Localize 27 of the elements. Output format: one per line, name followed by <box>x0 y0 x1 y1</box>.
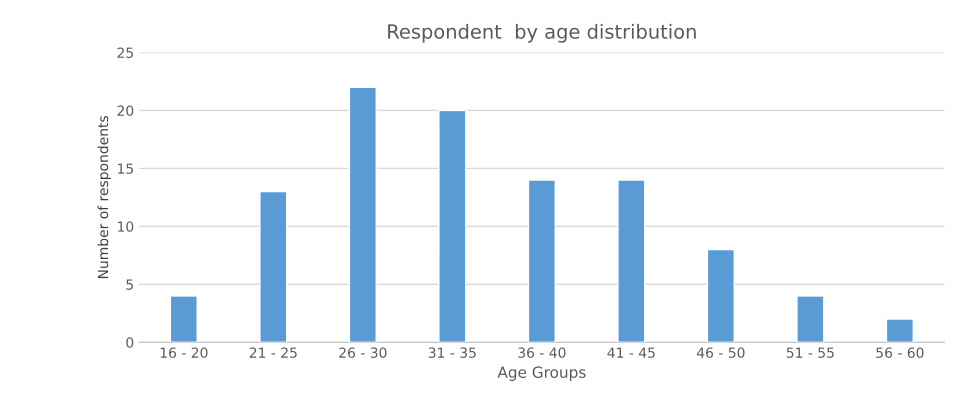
x-tick-label: 21 - 25 <box>250 347 297 358</box>
bar <box>528 179 556 342</box>
bar <box>617 179 646 342</box>
bar <box>706 248 735 342</box>
bar <box>886 318 914 342</box>
y-tick-label: 5 <box>126 279 133 290</box>
y-tick-label: 10 <box>118 221 134 232</box>
bar <box>438 110 466 342</box>
x-tick-label: 26 - 30 <box>339 347 386 358</box>
x-tick-label: 36 - 40 <box>518 347 566 358</box>
y-axis-title: Number of respondents <box>98 116 111 278</box>
x-axis-title: Age Groups <box>498 366 586 381</box>
x-tick-label: 41 - 45 <box>607 348 655 358</box>
x-tick-label: 51 - 55 <box>786 348 834 358</box>
x-tick-label: 31 - 35 <box>428 347 476 358</box>
y-tick-label: 20 <box>118 105 134 116</box>
chart-title: Respondent by age distribution <box>388 24 696 43</box>
x-tick-label: 16 - 20 <box>160 347 208 358</box>
x-tick-label: 56 - 60 <box>876 347 924 358</box>
bar <box>796 295 824 342</box>
y-tick-label: 15 <box>118 164 133 174</box>
bar <box>259 190 288 342</box>
x-tick-label: 46 - 50 <box>696 347 745 358</box>
y-tick-label: 25 <box>118 47 133 58</box>
bar <box>348 86 377 342</box>
bar <box>170 295 198 342</box>
y-tick-label: 0 <box>126 337 134 348</box>
